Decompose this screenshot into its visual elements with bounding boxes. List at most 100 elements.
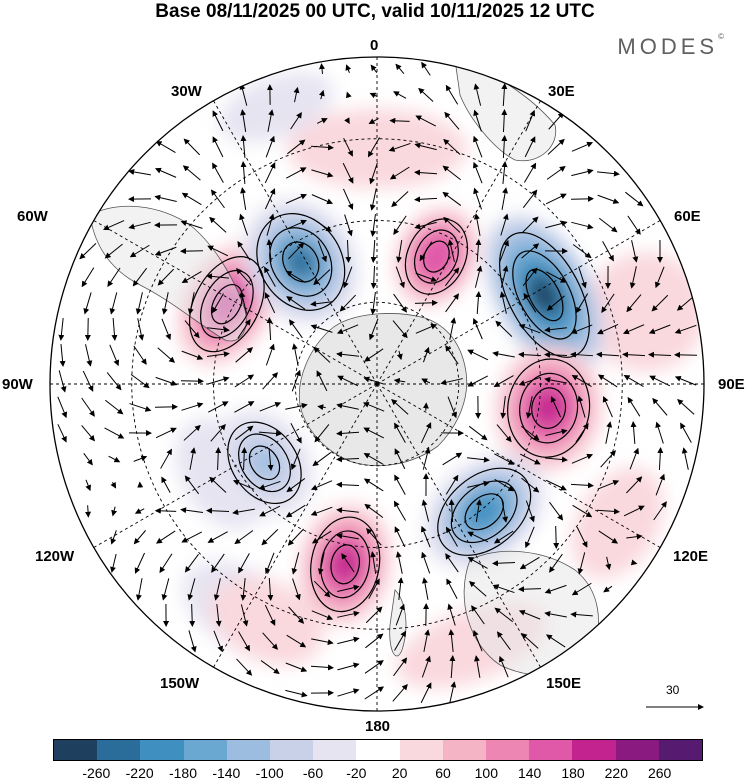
wind-vector — [336, 402, 359, 410]
wind-vector — [209, 216, 227, 233]
wind-vector — [313, 346, 331, 363]
wind-vector — [548, 553, 563, 573]
wind-vector — [317, 240, 327, 263]
wind-vector — [447, 239, 455, 262]
wind-vector — [363, 427, 385, 439]
wind-vector — [597, 480, 620, 490]
wind-vector — [369, 92, 378, 99]
wind-vector — [443, 216, 461, 233]
wind-vector — [370, 239, 377, 263]
wind-vector — [392, 683, 408, 702]
wind-vector — [496, 631, 511, 651]
wind-vector — [336, 533, 359, 540]
colorbar-swatch — [270, 740, 314, 760]
wind-vector — [211, 553, 225, 573]
wind-vector — [241, 447, 248, 471]
colorbar-tick-label: 180 — [561, 765, 585, 781]
wind-vector — [240, 187, 247, 210]
wind-vector — [473, 109, 482, 132]
meridian-line — [376, 383, 661, 548]
wind-vector — [154, 507, 177, 514]
weak-anomaly-patch — [209, 576, 324, 666]
wind-vector — [187, 578, 196, 601]
wind-vector — [210, 423, 226, 442]
wind-vector — [181, 192, 202, 206]
wind-vector — [544, 351, 568, 358]
wind-vector — [414, 221, 437, 230]
wind-vector — [234, 374, 255, 388]
wind-vector — [472, 629, 483, 652]
wind-vector — [259, 505, 281, 517]
wind-vector — [525, 109, 536, 132]
wind-vector — [184, 320, 200, 339]
wind-vector — [290, 112, 302, 130]
wind-vector — [337, 636, 360, 645]
wind-vector — [394, 630, 406, 651]
wind-vector — [237, 240, 251, 261]
wind-vector — [493, 530, 514, 544]
wind-vector — [577, 395, 586, 418]
anomaly-contour — [531, 387, 567, 429]
wind-vector — [342, 162, 354, 184]
colorbar-swatch — [356, 740, 400, 760]
wind-vector — [473, 135, 483, 158]
wind-vector — [414, 196, 438, 203]
wind-vector — [414, 169, 438, 176]
colorbar-tick-label: -20 — [346, 765, 367, 781]
wind-vector — [293, 86, 300, 103]
negative-anomaly — [467, 495, 502, 528]
wind-vector — [420, 525, 431, 548]
wind-vector — [313, 580, 331, 598]
wind-vector — [474, 265, 483, 288]
wind-vector — [189, 447, 197, 470]
wind-vector — [363, 453, 384, 465]
colorbar-swatch — [140, 740, 184, 760]
wind-vector — [395, 603, 405, 626]
wind-vector — [161, 476, 171, 493]
wind-vector — [415, 323, 438, 334]
wind-vector — [525, 500, 535, 523]
wind-vector — [85, 479, 92, 492]
wind-vector — [521, 216, 539, 234]
positive-anomaly — [331, 547, 360, 582]
colorbar-tick-label: 260 — [647, 765, 672, 781]
wind-vector — [336, 456, 360, 463]
wind-vector — [368, 118, 379, 125]
wind-vector — [442, 165, 461, 181]
colorbar-swatch — [615, 740, 659, 760]
wind-vector — [264, 604, 276, 626]
wind-vector — [365, 606, 383, 624]
wind-vector — [521, 632, 539, 649]
wind-vector — [501, 187, 509, 210]
wind-vector — [369, 188, 377, 211]
wind-vector — [310, 324, 333, 333]
wind-vector — [81, 397, 95, 417]
wind-vector — [265, 343, 275, 366]
wind-vector — [235, 347, 254, 363]
colorbar-tick-label: 60 — [435, 765, 451, 781]
wind-vector — [467, 480, 490, 488]
anomaly-contour — [507, 358, 591, 458]
wind-vector — [267, 109, 275, 132]
wind-vector — [291, 552, 300, 575]
wind-vector — [598, 217, 618, 233]
wind-vector — [629, 266, 637, 289]
wind-vector — [128, 221, 151, 230]
anomaly-contour — [189, 256, 265, 353]
wind-vector — [500, 396, 507, 419]
wind-vector — [266, 213, 275, 236]
wind-vector — [189, 603, 196, 627]
wind-vector — [627, 215, 641, 235]
wind-vector — [654, 266, 665, 289]
label-lon-0: 0 — [370, 37, 379, 54]
wind-vector — [82, 370, 94, 392]
wind-vector — [623, 505, 645, 517]
wind-vector — [601, 293, 615, 313]
wind-vector — [103, 220, 125, 231]
wind-vector — [240, 604, 249, 627]
wind-vector — [444, 267, 460, 287]
label-lon-60w: 60W — [17, 208, 48, 225]
wind-vector — [260, 660, 280, 675]
wind-vector — [421, 61, 431, 76]
wind-vector — [318, 89, 325, 100]
